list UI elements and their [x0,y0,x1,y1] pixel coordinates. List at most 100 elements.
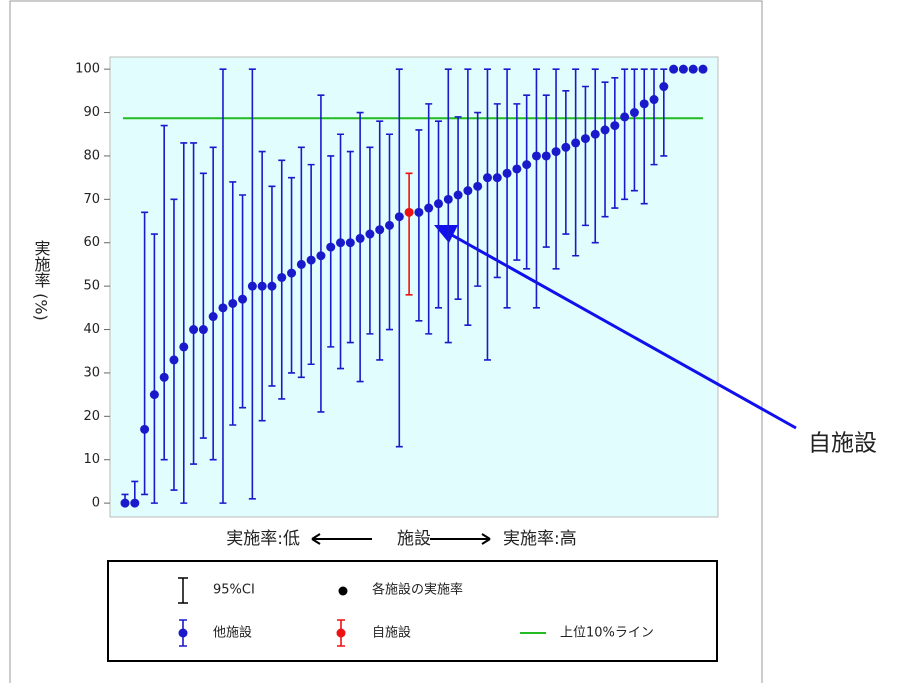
point [649,95,659,105]
y-tick-label: 90 [83,105,100,120]
error-bar [493,103,501,279]
point [267,281,277,291]
point [561,142,571,152]
error-bar [415,129,423,322]
y-tick-label: 100 [75,62,100,77]
error-bar [562,90,570,235]
legend-label: 自施設 [372,625,411,641]
error-bar [366,146,374,335]
annotation: 自施設 [808,431,877,457]
legend-label: 他施設 [213,625,252,641]
error-bar [572,68,580,257]
legend-box [107,560,718,662]
error-bar [464,68,472,326]
error-bar [405,172,413,296]
point [531,151,541,161]
y-tick-label: 30 [83,365,100,380]
point [296,259,306,269]
point [482,173,492,183]
point [659,82,669,92]
y-tick-label: 20 [83,409,100,424]
y-tick-label: 70 [83,192,100,207]
error-bar [630,68,638,192]
point [473,181,483,191]
error-bar [474,111,482,287]
legend-label: 上位10%ライン [560,626,654,641]
error-bar [650,68,658,166]
error-bar [621,68,629,201]
error-bar [425,103,433,335]
plot-area [109,56,719,518]
error-bar [434,120,442,309]
x-label-low: 実施率:低 [226,529,300,549]
point [277,272,287,282]
error-bar [542,94,550,248]
point [571,138,581,148]
error-bar [180,142,188,504]
error-bar [503,68,511,309]
error-bar [454,116,462,300]
error-bar [483,68,491,361]
point [208,312,218,322]
point [590,129,600,139]
error-bar [640,68,648,205]
error-bar [523,94,531,270]
point [620,112,630,122]
error-bar [170,198,178,491]
error-bar [552,68,560,270]
point [453,190,463,200]
point [189,325,199,335]
point [169,355,179,365]
point [257,281,267,291]
point [502,168,512,178]
point [600,125,610,135]
point [610,121,620,131]
error-bar [190,142,198,465]
error-bar [337,133,345,370]
error-bar [611,77,619,209]
error-bar [513,103,521,261]
point [326,242,336,252]
point [345,238,355,248]
y-tick-label: 50 [83,279,100,294]
error-bar [141,211,149,496]
error-bar [219,68,227,504]
point [522,160,532,170]
legend-ci-label: 95%CI [213,583,255,598]
point [669,64,679,74]
point [316,251,326,261]
y-axis-label: 実施率 (%) [32,240,51,321]
point [580,134,590,144]
point [443,194,453,204]
error-bar [356,111,364,383]
y-tick-label: 80 [83,148,100,163]
point [433,199,443,209]
point [365,229,375,239]
point [385,220,395,230]
point [541,151,551,161]
point [551,147,561,157]
point [149,390,159,400]
point [287,268,297,278]
point [140,424,150,434]
x-label-mid: 施設 [397,529,431,549]
point [120,498,130,508]
point [639,99,649,109]
point [306,255,316,265]
y-tick-label: 0 [92,496,100,511]
y-tick-label: 40 [83,322,100,337]
point [218,303,228,313]
y-tick-label: 60 [83,235,100,250]
error-bar [444,68,452,344]
error-bar [601,81,609,218]
error-bar [581,85,589,227]
point [414,207,424,217]
point [375,225,385,235]
point [130,498,140,508]
point [424,203,434,213]
point [629,108,639,118]
point [678,64,688,74]
error-bar [209,146,217,461]
legend-point-icon [338,586,348,596]
